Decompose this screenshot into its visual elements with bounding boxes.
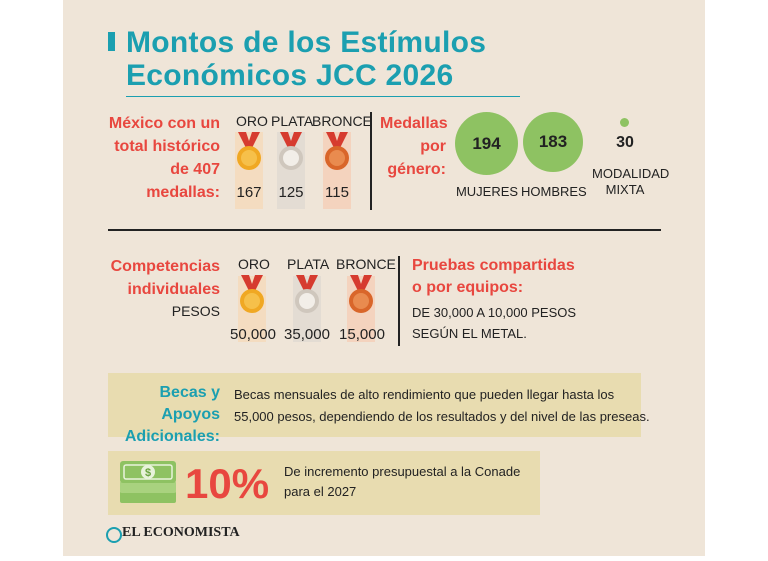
scholarships-heading-line: Becas y Apoyos [159, 384, 221, 423]
budget-text-line: De incremento presupuestal a la Conade [284, 464, 521, 479]
title-line-1: Montos de los Estímulos [126, 26, 487, 59]
title-underline [126, 96, 520, 97]
page-title: Montos de los Estímulos Económicos JCC 2… [126, 26, 486, 92]
intro-line: total histórico [114, 138, 220, 155]
bronce-label: BRONCE [312, 113, 372, 129]
title-line-2: Económicos JCC 2026 [126, 59, 454, 92]
team-text: DE 30,000 A 10,000 PESOS SEGÚN EL METAL. [412, 302, 612, 344]
budget-box [108, 451, 540, 515]
pesos-unit: PESOS [171, 303, 220, 319]
silver-medal-icon [295, 275, 319, 313]
brand-logo-icon [106, 527, 122, 543]
team-text-line: DE 30,000 A 10,000 PESOS [412, 305, 577, 320]
money-bills-icon: $ [120, 461, 176, 503]
men-label: HOMBRES [521, 184, 587, 199]
men-circle: 183 [523, 112, 583, 172]
budget-text: De incremento presupuestal a la Conade p… [284, 462, 534, 502]
gender-heading: Medallas por género: [380, 112, 448, 181]
bronce-label-2: BRONCE [336, 256, 396, 272]
women-circle: 194 [455, 112, 518, 175]
plata-label: PLATA [271, 113, 314, 129]
bronze-medal-icon [325, 132, 349, 170]
team-heading-line: o por equipos: [412, 279, 524, 296]
mixed-dot [620, 118, 629, 127]
oro-label: ORO [236, 113, 268, 129]
bronce-count: 115 [325, 184, 349, 201]
budget-text-line: para el 2027 [284, 484, 357, 499]
intro-line: México con un [108, 115, 220, 132]
budget-percent: 10% [185, 460, 270, 507]
mixed-label-line: MODALIDAD [592, 166, 670, 181]
brand-name: EL ECONOMISTA [122, 525, 240, 540]
plata-label-2: PLATA [287, 256, 330, 272]
mixed-value: 30 [616, 134, 634, 151]
title-marker [108, 32, 115, 51]
svg-text:$: $ [145, 467, 151, 479]
gender-heading-line: género: [387, 161, 446, 178]
intro-line: de 407 [170, 161, 220, 178]
individual-heading: Competencias individuales [108, 255, 220, 301]
scholarships-heading: Becas y Apoyos Adicionales: [110, 382, 220, 448]
intro-line: medallas: [146, 184, 220, 201]
divider [370, 112, 372, 210]
plata-count: 125 [278, 184, 304, 201]
scholarships-heading-line: Adicionales: [124, 428, 220, 445]
section-divider [108, 229, 661, 231]
individual-heading-line: Competencias [110, 258, 220, 275]
scholarships-text: Becas mensuales de alto rendimiento que … [234, 384, 650, 428]
team-heading-line: Pruebas compartidas [412, 257, 575, 274]
silver-medal-icon [279, 132, 303, 170]
bronce-amount: 15,000 [339, 326, 385, 343]
oro-label-2: ORO [238, 256, 270, 272]
oro-amount: 50,000 [230, 326, 276, 343]
oro-count: 167 [236, 184, 262, 201]
medals-intro: México con un total histórico de 407 med… [108, 112, 220, 204]
plata-amount: 35,000 [284, 326, 330, 343]
scholarships-text-line: Becas mensuales de alto rendimiento que … [234, 387, 615, 402]
gender-heading-line: Medallas [380, 115, 448, 132]
gold-medal-icon [240, 275, 264, 313]
scholarships-box [108, 373, 641, 437]
gold-medal-icon [237, 132, 261, 170]
individual-heading-line: individuales [127, 281, 220, 298]
team-text-line: SEGÚN EL METAL. [412, 326, 527, 341]
team-heading: Pruebas compartidas o por equipos: [412, 255, 592, 299]
scholarships-text-line: 55,000 pesos, dependiendo de los resulta… [234, 409, 650, 424]
bronze-medal-icon [349, 275, 373, 313]
divider [398, 256, 400, 346]
gender-heading-line: por [420, 138, 446, 155]
mixed-label: MODALIDAD MIXTA [592, 166, 670, 198]
women-label: MUJERES [455, 184, 519, 199]
mixed-label-line: MIXTA [605, 182, 645, 197]
